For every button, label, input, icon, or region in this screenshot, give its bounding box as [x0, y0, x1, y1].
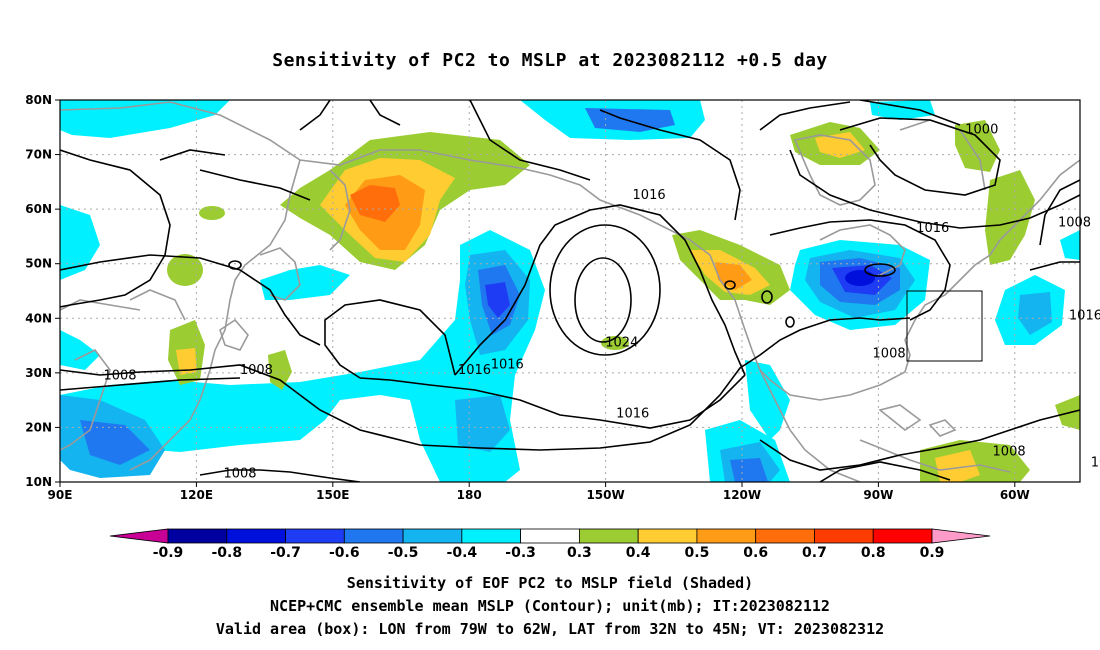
colorbar-label: -0.3 [505, 545, 536, 561]
shade-yellow-caribbean [935, 450, 980, 482]
colorbar-swatch [696, 528, 757, 544]
colorbar-label: -0.7 [270, 545, 301, 561]
colorbar-label: 0.3 [567, 545, 592, 561]
lat-tick-label: 30N [25, 366, 52, 380]
shade-green-siberia [167, 254, 203, 286]
contour-label: 1008 [1058, 216, 1091, 231]
shade-cyan-mexico [745, 360, 790, 440]
mslp-contours [60, 100, 1080, 482]
lat-tick-label: 50N [25, 257, 52, 271]
contour-label: 1008 [993, 445, 1026, 460]
colorbar-label: 0.9 [920, 545, 945, 561]
lon-tick-label: 120E [180, 488, 213, 502]
colorbar-swatch [343, 528, 404, 544]
shade-blue-eastpac [730, 458, 768, 482]
contour-label: 1000 [965, 123, 998, 138]
colorbar-label: -0.9 [153, 545, 184, 561]
shade-green-pacific-small [601, 336, 629, 350]
lon-tick-label: 90W [863, 488, 893, 502]
contour-label: 1016 [633, 188, 666, 203]
colorbar-swatch [872, 528, 933, 544]
contour-label: 1008 [223, 467, 256, 482]
colorbar-label: 0.4 [626, 545, 651, 561]
colorbar-label: -0.5 [388, 545, 419, 561]
shade-cyan-atlantic-east [1060, 230, 1080, 260]
colorbar-swatch [755, 528, 815, 544]
shade-green-siberia-small [199, 206, 225, 220]
lat-tick-label: 60N [25, 202, 52, 216]
colorbar-swatch [402, 528, 463, 544]
contour-label: 1016 [916, 221, 949, 236]
lon-tick-label: 90E [48, 488, 73, 502]
colorbar-swatch [226, 528, 286, 544]
colorbar-swatch [167, 528, 228, 544]
colorbar-label: 0.8 [861, 545, 886, 561]
plot-frame [59, 99, 1081, 483]
contour-label: 1008 [103, 368, 136, 383]
colorbar-label: 0.5 [685, 545, 710, 561]
shade-cyan-arctic-west [60, 100, 230, 138]
colorbar-swatch [461, 528, 522, 544]
shade-yellow-china [176, 348, 197, 375]
shade-red-okhotsk [350, 185, 400, 222]
contour-label: 1016 [1069, 308, 1100, 323]
valid-area-box [906, 290, 983, 362]
shade-darkblue-dateline [485, 282, 510, 318]
colorbar-label: 0.7 [802, 545, 827, 561]
map-title: Sensitivity of PC2 to MSLP at 2023082112… [272, 50, 828, 71]
contour-label: 1008 [873, 346, 906, 361]
contour-label: 1008 [1091, 456, 1100, 471]
lon-tick-label: 180 [457, 488, 482, 502]
contour-label: 1024 [605, 336, 638, 351]
colorbar: -0.9 -0.8 -0.7 -0.6 -0.5 -0.4 -0.3 0.3 0.4 0.5 0.6… [109, 528, 991, 561]
colorbar-low-end [109, 528, 169, 544]
caption-line-1: Sensitivity of EOF PC2 to MSLP field (Sh… [346, 574, 754, 592]
shade-yellow-hudson [815, 132, 865, 158]
shade-cyan-dateline [60, 230, 545, 482]
caption-line-2: NCEP+CMC ensemble mean MSLP (Contour); u… [270, 597, 830, 615]
colorbar-swatch [520, 528, 580, 544]
contour-label: 1016 [491, 357, 524, 372]
shade-orange-nawest [715, 262, 752, 290]
colorbar-swatch [285, 528, 345, 544]
shade-cyan-westmid [60, 330, 100, 370]
shade-cyan-westcoast [60, 205, 100, 280]
shade-navy-greatlakes [845, 270, 875, 286]
lon-tick-label: 60W [1000, 488, 1030, 502]
colorbar-high-end [931, 528, 991, 544]
colorbar-label: -0.6 [329, 545, 360, 561]
lat-tick-label: 20N [25, 420, 52, 434]
shade-blue-arctic-mid [585, 108, 675, 132]
colorbar-label: 0.6 [743, 545, 768, 561]
colorbar-label: -0.8 [211, 545, 242, 561]
colorbar-swatch [578, 528, 639, 544]
shade-blue-sea [80, 420, 150, 465]
lon-tick-label: 150W [586, 488, 624, 502]
shade-lightblue-atlantic [1018, 292, 1052, 335]
shade-green-japan [268, 350, 292, 390]
lon-tick-label: 150E [316, 488, 349, 502]
lat-tick-label: 10N [25, 475, 52, 489]
axis-ticks: 90E 120E 150E 180 150W 120W 90W 60W 80N 70N 60N 50N… [25, 93, 1030, 502]
caption-line-3: Valid area (box): LON from 79W to 62W, L… [215, 620, 885, 638]
shade-cyan-japan [260, 265, 350, 300]
lon-tick-label: 120W [723, 488, 761, 502]
contour-label: 1016 [458, 363, 491, 378]
lat-tick-label: 40N [25, 311, 52, 325]
contour-label: 1008 [240, 363, 273, 378]
shade-green-labrador [985, 170, 1035, 265]
contour-label: 1016 [616, 407, 649, 422]
shade-green-greenland [955, 120, 1000, 172]
lat-tick-label: 70N [25, 148, 52, 162]
coastlines [60, 101, 1080, 482]
lat-tick-label: 80N [25, 93, 52, 107]
colorbar-swatch [814, 528, 874, 544]
colorbar-label: -0.4 [447, 545, 478, 561]
colorbar-swatch [637, 528, 698, 544]
